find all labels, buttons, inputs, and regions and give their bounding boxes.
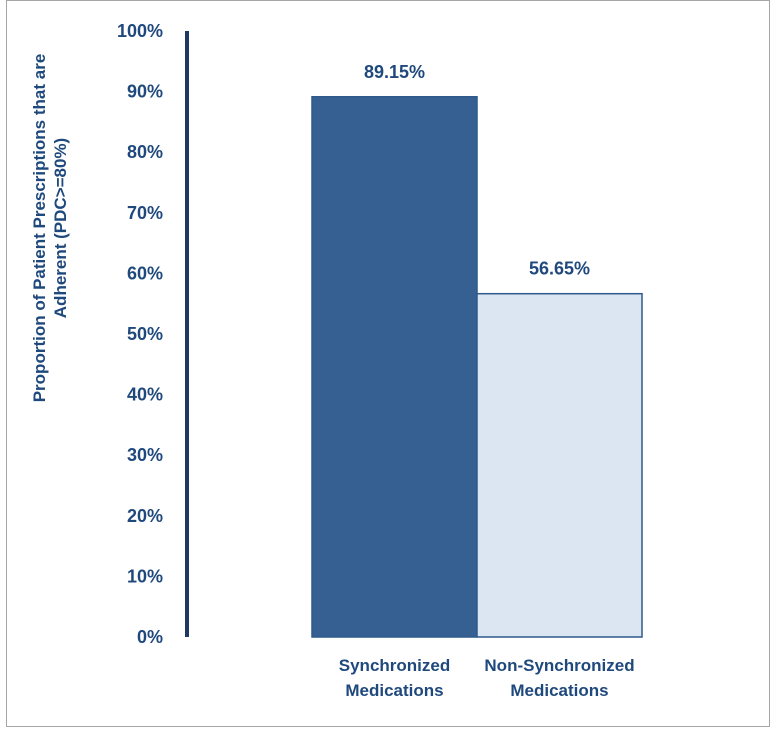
y-tick-label: 40% bbox=[127, 385, 163, 405]
y-tick-label: 100% bbox=[117, 21, 163, 41]
bar-value-label: 56.65% bbox=[529, 259, 590, 279]
y-tick-label: 80% bbox=[127, 142, 163, 162]
y-axis-ticks: 0% 10% 20% 30% 40% 50% 60% 70% 80% 90% 100% bbox=[117, 21, 163, 647]
category-label: Synchronized bbox=[339, 656, 450, 675]
bar bbox=[311, 96, 478, 638]
category-label: Medications bbox=[345, 681, 443, 700]
category-labels: Synchronized Medications Non-Synchronized M… bbox=[339, 656, 635, 700]
bar bbox=[476, 292, 643, 638]
y-tick-label: 10% bbox=[127, 566, 163, 586]
y-tick-label: 0% bbox=[137, 627, 163, 647]
y-axis-title-line-1: Proportion of Patient Prescriptions that… bbox=[30, 54, 49, 403]
chart-frame: Proportion of Patient Prescriptions that… bbox=[6, 0, 770, 727]
category-label: Medications bbox=[510, 681, 608, 700]
y-axis-title-line-2: Adherent (PDC>=80%) bbox=[51, 138, 70, 318]
value-labels: 89.15% 56.65% bbox=[364, 62, 590, 279]
y-tick-label: 70% bbox=[127, 203, 163, 223]
y-tick-label: 50% bbox=[127, 324, 163, 344]
y-tick-label: 60% bbox=[127, 263, 163, 283]
bar-value-label: 89.15% bbox=[364, 62, 425, 82]
bars bbox=[311, 96, 643, 638]
y-tick-label: 90% bbox=[127, 82, 163, 102]
y-tick-label: 20% bbox=[127, 506, 163, 526]
bar-chart: Proportion of Patient Prescriptions that… bbox=[30, 21, 643, 700]
category-label: Non-Synchronized bbox=[484, 656, 634, 675]
y-tick-label: 30% bbox=[127, 445, 163, 465]
